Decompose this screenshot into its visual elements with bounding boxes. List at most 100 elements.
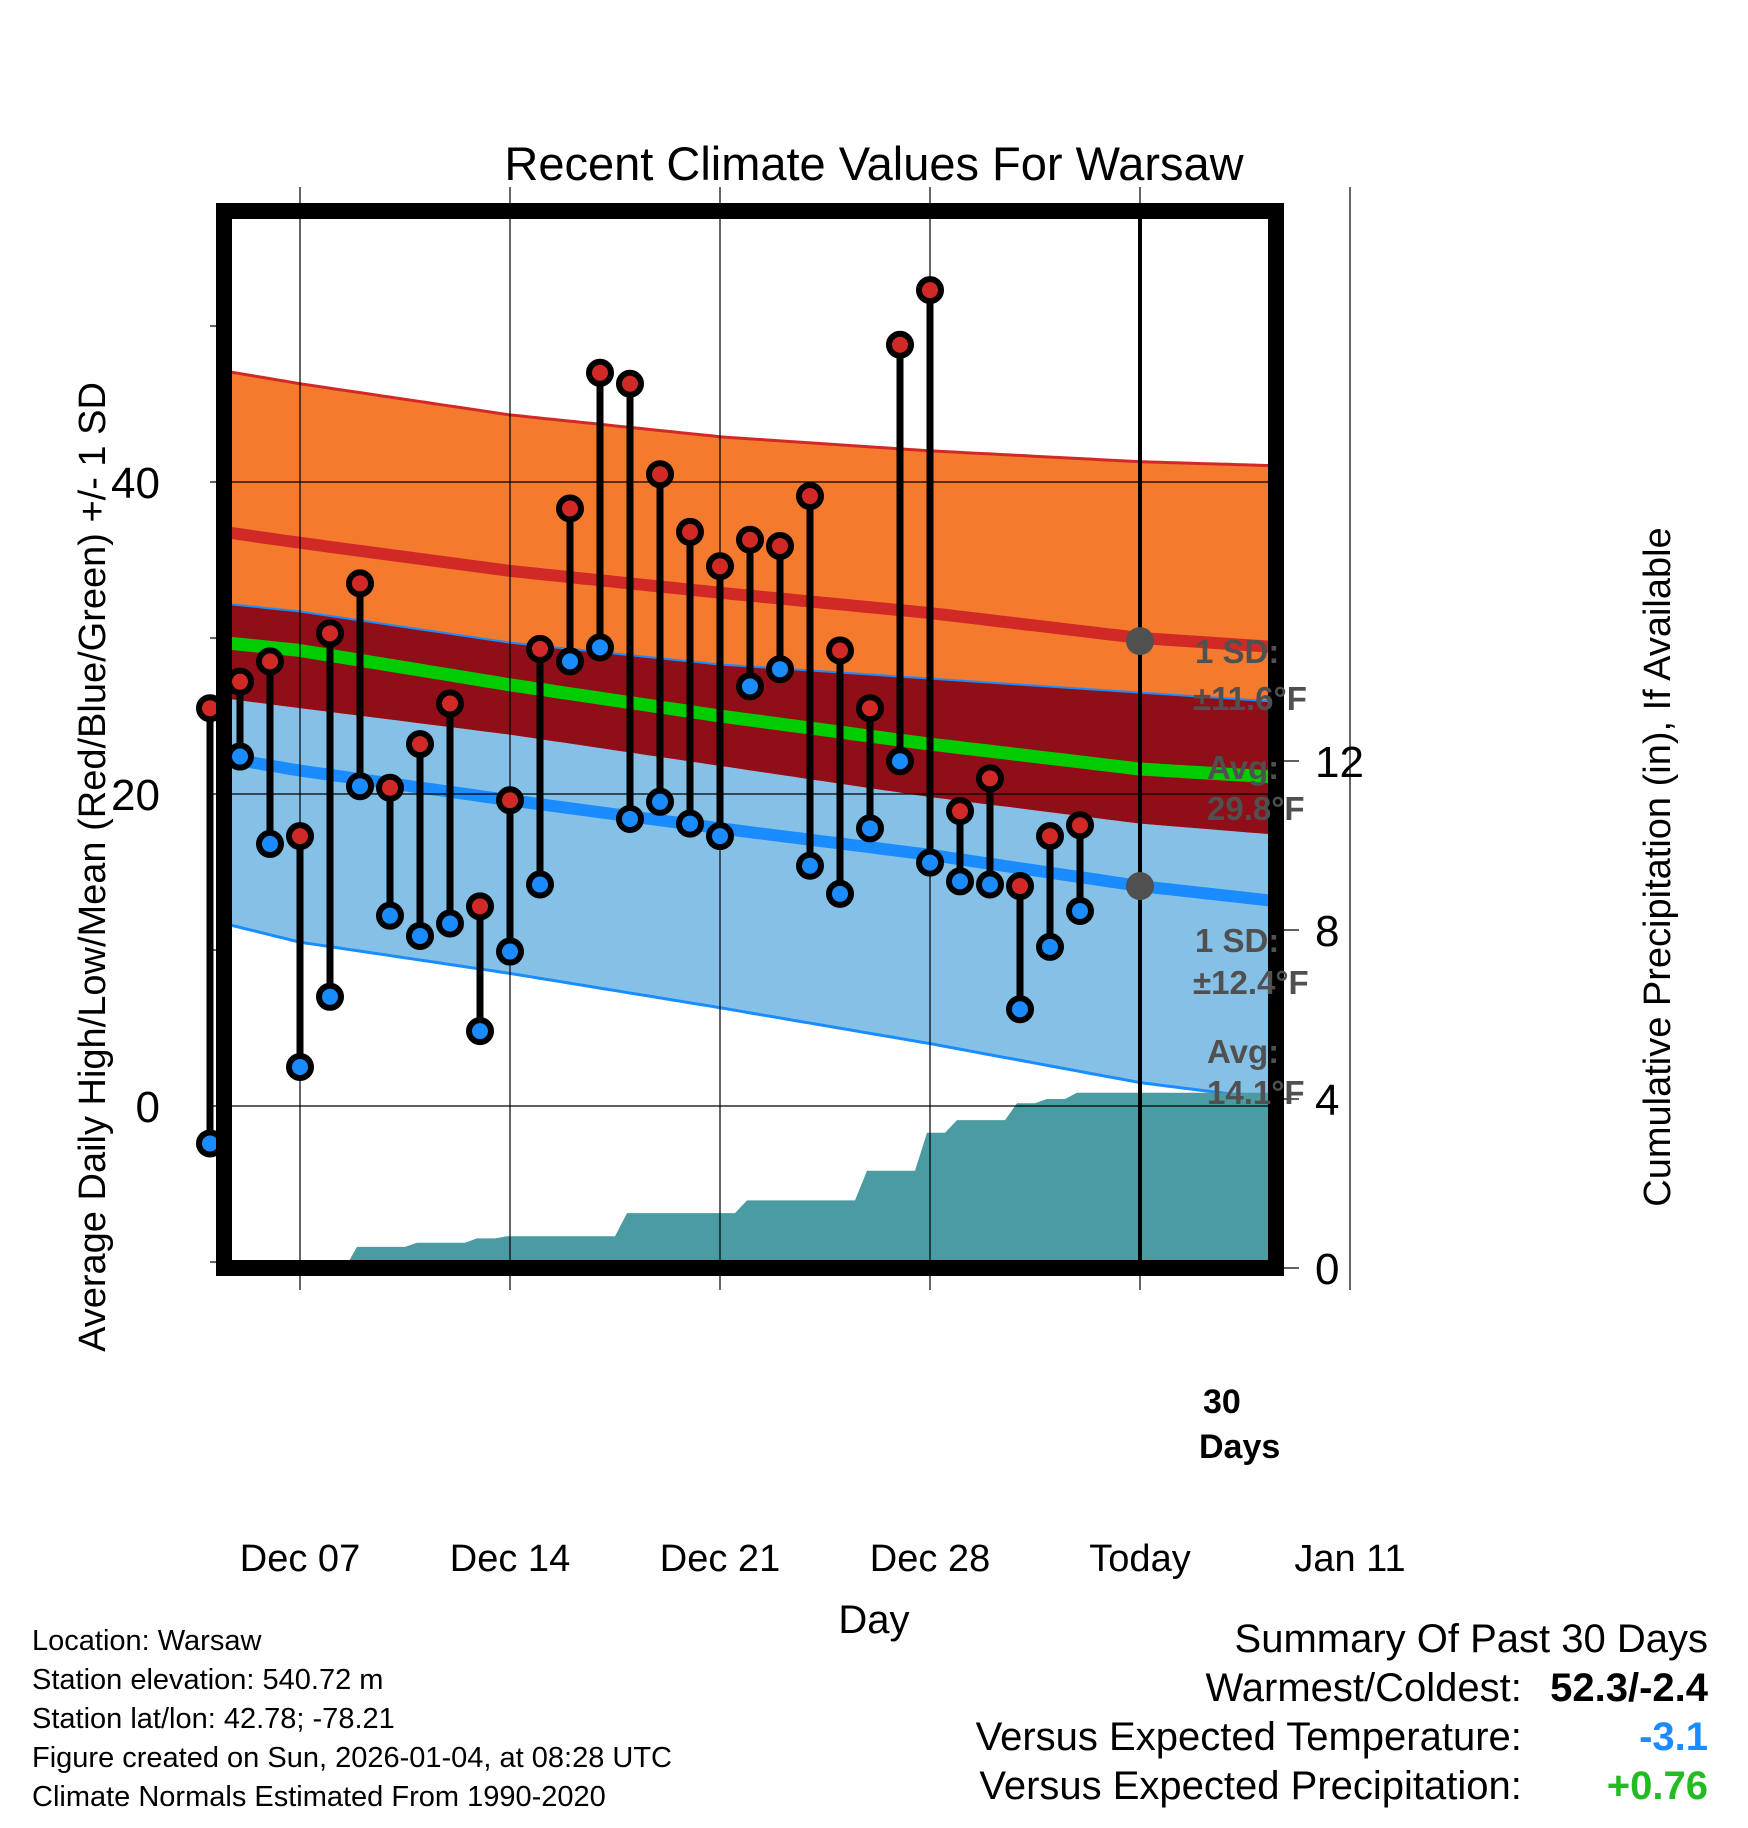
x-tick-label: Today: [1089, 1538, 1190, 1580]
low-marker: [886, 747, 914, 776]
high-sd-upper-line: [224, 369, 1276, 468]
warmest-value: 52.3/-2.4: [1550, 1666, 1708, 1710]
low-avg-label-1: Avg:: [1207, 1033, 1279, 1070]
y-tick-label: 40: [111, 459, 160, 508]
low-marker: [826, 879, 854, 908]
low-marker: [976, 870, 1004, 899]
high-avg-label-2: 29.8°F: [1207, 790, 1305, 827]
x-tick-label: Dec 21: [660, 1538, 780, 1580]
low-marker: [946, 867, 974, 896]
temp-anomaly-value: -3.1: [1639, 1715, 1708, 1759]
high-marker: [796, 482, 824, 511]
today-low-avg-marker: [1126, 872, 1154, 901]
low-marker: [256, 829, 284, 858]
high-marker: [466, 892, 494, 921]
high-marker: [256, 647, 284, 676]
low-marker: [526, 870, 554, 899]
low-marker: [286, 1053, 314, 1081]
low-marker: [586, 633, 614, 662]
high-marker: [616, 369, 644, 398]
low-marker: [1006, 995, 1034, 1024]
station-info: Location: Warsaw Station elevation: 540.…: [32, 1622, 672, 1817]
high-marker: [886, 330, 914, 359]
location-text: Location: Warsaw: [32, 1625, 262, 1657]
summary-warmest-row: Warmest/Coldest: 52.3/-2.4: [976, 1664, 1709, 1713]
low-marker: [226, 742, 254, 771]
low-marker: [676, 809, 704, 838]
high-marker: [1066, 811, 1094, 840]
high-sd-label-2: ±11.6°F: [1193, 680, 1307, 717]
high-marker: [766, 531, 794, 560]
elevation-text: Station elevation: 540.72 m: [32, 1664, 384, 1696]
temp-anomaly-label: Versus Expected Temperature:: [975, 1715, 1522, 1759]
high-marker: [316, 619, 344, 648]
high-marker: [526, 634, 554, 663]
high-marker: [376, 773, 404, 802]
low-marker: [1036, 932, 1064, 961]
low-marker: [856, 814, 884, 843]
low-marker: [436, 909, 464, 938]
high-marker: [946, 797, 974, 826]
precip-anomaly-value: +0.76: [1606, 1764, 1708, 1808]
high-marker: [286, 822, 314, 851]
today-high-avg-marker: [1126, 627, 1154, 656]
high-avg-label-1: Avg:: [1207, 749, 1279, 786]
x-axis-label: Day: [838, 1598, 909, 1642]
today-days-label-1: 30: [1203, 1383, 1241, 1421]
low-marker: [916, 848, 944, 877]
summary-title: Summary Of Past 30 Days: [1234, 1617, 1708, 1661]
low-sd-label-1: 1 SD:: [1195, 922, 1279, 959]
x-tick-label: Dec 28: [870, 1538, 990, 1580]
y-tick-label: 0: [136, 1083, 160, 1132]
high-marker: [496, 786, 524, 815]
low-marker: [796, 851, 824, 880]
high-marker: [736, 525, 764, 554]
high-marker: [856, 694, 884, 723]
low-marker: [616, 804, 644, 833]
summary-panel: Summary Of Past 30 Days Warmest/Coldest:…: [976, 1615, 1708, 1811]
summary-precip-row: Versus Expected Precipitation: +0.76: [976, 1762, 1708, 1811]
x-tick-label: Dec 07: [240, 1538, 360, 1580]
summary-temp-row: Versus Expected Temperature: -3.1: [976, 1713, 1708, 1762]
high-marker: [436, 689, 464, 718]
low-marker: [406, 921, 434, 950]
low-marker: [766, 655, 794, 684]
y2-tick-label: 4: [1315, 1076, 1339, 1125]
high-marker: [976, 764, 1004, 793]
high-marker: [646, 460, 674, 489]
y-tick-label: 20: [111, 771, 160, 820]
high-marker: [676, 517, 704, 546]
x-tick-label: Jan 11: [1294, 1538, 1405, 1580]
high-marker: [826, 636, 854, 665]
y2-tick-label: 0: [1315, 1245, 1339, 1294]
low-marker: [496, 937, 524, 966]
latlon-text: Station lat/lon: 42.78; -78.21: [32, 1703, 395, 1735]
low-marker: [376, 901, 404, 930]
low-marker: [316, 982, 344, 1011]
y2-tick-label: 12: [1315, 738, 1364, 787]
high-marker: [406, 730, 434, 759]
plot-frame: [216, 203, 1284, 1276]
high-marker: [226, 667, 254, 696]
today-days-label-2: Days: [1199, 1428, 1280, 1466]
high-marker: [706, 552, 734, 581]
high-marker: [586, 358, 614, 387]
low-sd-label-2: ±12.4°F: [1193, 964, 1309, 1001]
precip-area: [237, 1092, 1276, 1268]
y2-tick-label: 8: [1315, 907, 1339, 956]
x-tick-label: Dec 14: [450, 1538, 570, 1580]
high-marker: [916, 276, 944, 305]
high-sd-label-1: 1 SD:: [1195, 633, 1279, 670]
precip-anomaly-label: Versus Expected Precipitation:: [979, 1764, 1522, 1808]
low-marker: [736, 672, 764, 701]
high-marker: [1006, 872, 1034, 901]
low-marker: [466, 1017, 494, 1046]
y2-axis-label: Cumulative Precipitation (in), If Availa…: [1637, 527, 1679, 1206]
low-marker: [556, 647, 584, 676]
warmest-label: Warmest/Coldest:: [1205, 1666, 1522, 1710]
normals-text: Climate Normals Estimated From 1990-2020: [32, 1781, 606, 1813]
created-text: Figure created on Sun, 2026-01-04, at 08…: [32, 1742, 672, 1774]
y-axis-label: Average Daily High/Low/Mean (Red/Blue/Gr…: [72, 382, 114, 1352]
high-marker: [346, 569, 374, 598]
